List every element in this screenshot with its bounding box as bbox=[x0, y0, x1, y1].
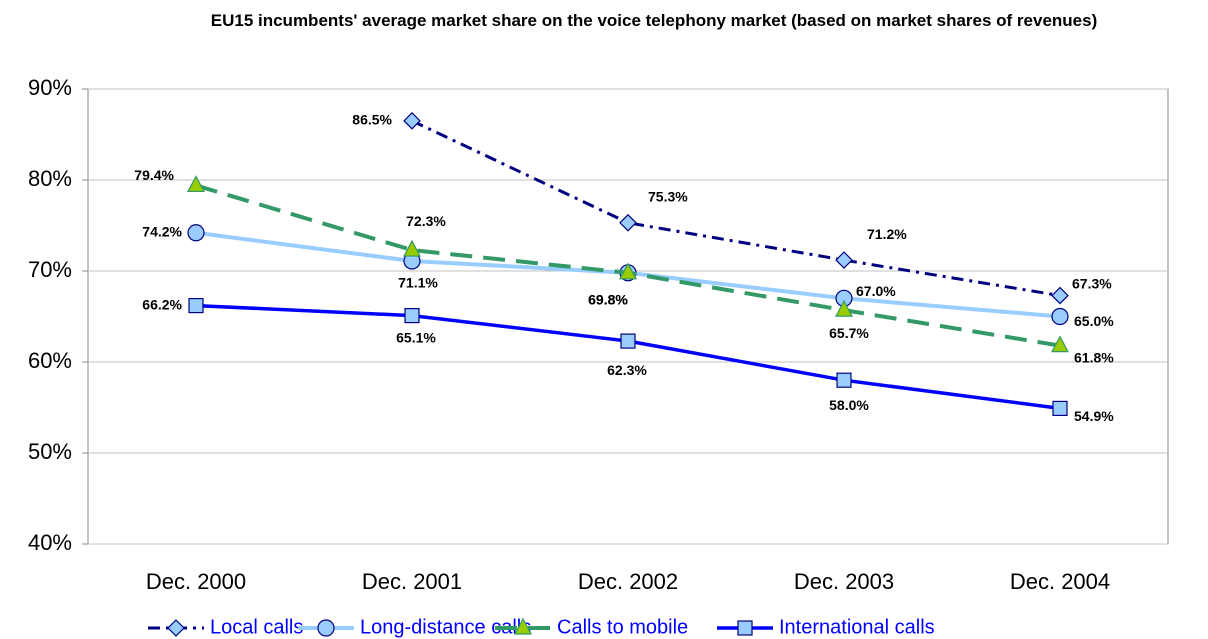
series: 86.5% 75.3% 71.2% 67.3% bbox=[352, 112, 1112, 305]
y-tick-label: 50% bbox=[28, 439, 72, 464]
data-label: 65.7% bbox=[829, 325, 869, 341]
series: 79.4% 72.3% 69.8% 65.7% 61.8% bbox=[134, 167, 1114, 365]
marker bbox=[188, 297, 204, 314]
marker bbox=[404, 307, 420, 324]
series-line bbox=[195, 303, 1061, 411]
marker bbox=[403, 239, 421, 257]
data-label: 54.9% bbox=[1074, 408, 1114, 424]
series-line bbox=[411, 119, 1061, 298]
marker bbox=[187, 224, 205, 242]
x-tick-label: Dec. 2003 bbox=[794, 569, 894, 594]
x-tick-label: Dec. 2004 bbox=[1010, 569, 1110, 594]
data-label: 72.3% bbox=[406, 213, 446, 229]
marker bbox=[187, 175, 205, 193]
data-label: 74.2% bbox=[142, 223, 182, 239]
legend-item: Long-distance calls bbox=[298, 616, 531, 638]
series: 66.2% 65.1% 62.3% 58.0% 54.9% bbox=[142, 296, 1114, 424]
data-label: 58.0% bbox=[829, 397, 869, 413]
x-tick-label: Dec. 2000 bbox=[146, 569, 246, 594]
data-label: 65.1% bbox=[396, 329, 436, 345]
y-tick-label: 60% bbox=[28, 348, 72, 373]
y-tick-label: 90% bbox=[28, 75, 72, 100]
marker bbox=[620, 333, 636, 349]
marker bbox=[1052, 400, 1068, 417]
marker bbox=[835, 299, 853, 317]
marker bbox=[619, 213, 637, 232]
marker bbox=[514, 617, 532, 635]
data-label: 61.8% bbox=[1074, 349, 1114, 365]
data-label: 69.8% bbox=[588, 292, 628, 308]
marker bbox=[737, 620, 753, 636]
marker bbox=[619, 262, 637, 280]
marker bbox=[1051, 286, 1069, 305]
plot-area bbox=[87, 88, 1169, 545]
data-label: 86.5% bbox=[352, 112, 392, 128]
legend-label: International calls bbox=[779, 616, 935, 638]
x-tick-label: Dec. 2002 bbox=[578, 569, 678, 594]
legend-item: Local calls bbox=[148, 616, 303, 638]
data-label: 66.2% bbox=[142, 296, 182, 312]
marker bbox=[836, 372, 852, 388]
marker bbox=[835, 251, 853, 269]
data-label: 75.3% bbox=[648, 188, 688, 204]
legend-item: Calls to mobile bbox=[495, 616, 688, 638]
data-label: 62.3% bbox=[607, 362, 647, 378]
data-label: 79.4% bbox=[134, 167, 174, 183]
x-tick-label: Dec. 2001 bbox=[362, 569, 462, 594]
y-tick-label: 80% bbox=[28, 166, 72, 191]
marker bbox=[317, 619, 335, 637]
legend-label: Long-distance calls bbox=[360, 616, 531, 638]
legend-item: International calls bbox=[717, 616, 935, 638]
marker bbox=[167, 619, 185, 637]
chart-title: EU15 incumbents' average market share on… bbox=[210, 11, 1098, 30]
data-label: 71.1% bbox=[398, 275, 438, 291]
marker bbox=[1051, 307, 1069, 326]
y-tick-label: 40% bbox=[28, 530, 72, 555]
data-label: 67.3% bbox=[1072, 275, 1112, 291]
legend-label: Local calls bbox=[210, 616, 303, 638]
data-label: 69.8% bbox=[588, 292, 628, 308]
data-label: 67.0% bbox=[856, 283, 896, 299]
data-label: 71.2% bbox=[867, 226, 907, 242]
marker bbox=[403, 112, 421, 130]
y-tick-label: 70% bbox=[28, 257, 72, 282]
marker bbox=[1051, 335, 1069, 353]
data-label: 65.0% bbox=[1074, 313, 1114, 329]
legend-label: Calls to mobile bbox=[557, 616, 688, 638]
